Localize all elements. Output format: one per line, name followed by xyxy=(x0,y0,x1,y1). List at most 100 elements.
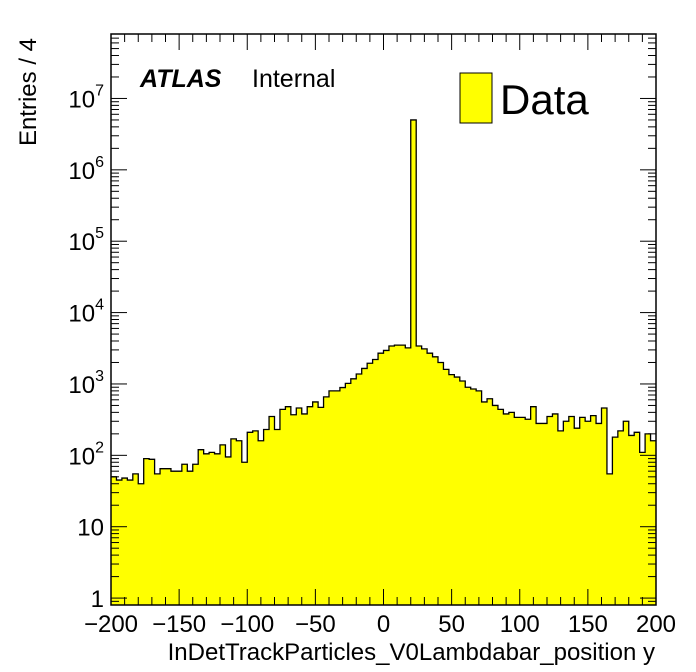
histogram-bin xyxy=(639,452,646,605)
histogram-bin xyxy=(530,406,537,605)
histogram-bin xyxy=(601,408,608,605)
histogram-bin xyxy=(279,409,286,605)
histogram-bin xyxy=(574,428,581,605)
histogram-bin xyxy=(432,356,439,605)
y-tick-label: 104 xyxy=(68,297,104,328)
histogram-bin xyxy=(416,346,423,605)
histogram-bin xyxy=(623,421,630,605)
x-tick-label: 150 xyxy=(568,611,608,638)
histogram-bin xyxy=(421,348,428,605)
x-tick-labels: −200 −150 −100 −50 0 50 100 150 200 xyxy=(84,611,676,638)
histogram-bin xyxy=(645,433,651,605)
x-tick-label: −100 xyxy=(220,611,274,638)
histogram-bars xyxy=(111,119,657,605)
y-tick-label: 107 xyxy=(68,82,104,113)
histogram-bin xyxy=(209,452,215,605)
histogram-bin xyxy=(274,429,281,605)
histogram-bin xyxy=(127,480,134,605)
histogram-bin xyxy=(176,471,183,605)
y-axis-label: Entries / 4 xyxy=(15,38,42,146)
y-tick-label: 106 xyxy=(68,154,104,185)
histogram-bin xyxy=(628,435,635,605)
histogram-bin xyxy=(203,453,210,605)
histogram-bin xyxy=(476,390,482,605)
histogram-bin xyxy=(192,464,199,605)
histogram-bin xyxy=(525,419,532,605)
histogram-bin xyxy=(454,377,461,605)
y-tick-label: 103 xyxy=(68,368,104,399)
histogram-bin xyxy=(258,440,264,605)
histogram-bin xyxy=(154,473,161,605)
histogram-bin xyxy=(111,476,117,605)
histogram-bin xyxy=(492,405,499,605)
histogram-bin xyxy=(634,432,641,605)
histogram-outline xyxy=(111,119,656,485)
histogram-bin xyxy=(514,417,521,605)
histogram-bin xyxy=(241,462,248,605)
x-tick-label: 50 xyxy=(438,611,465,638)
histogram-bin xyxy=(438,362,444,605)
histogram-bin xyxy=(427,353,433,605)
histogram-bin xyxy=(378,353,384,605)
histogram-bin xyxy=(547,416,553,605)
histogram-bin xyxy=(132,473,139,605)
histogram-bin xyxy=(247,432,254,605)
x-tick-label: 0 xyxy=(377,611,390,638)
x-tick-label: −150 xyxy=(152,611,206,638)
histogram-bin xyxy=(372,359,379,605)
axis-ticks xyxy=(110,33,657,606)
histogram-bin xyxy=(383,350,390,605)
histogram-bin xyxy=(345,383,352,605)
histogram-bin xyxy=(585,421,591,605)
x-tick-label: −50 xyxy=(295,611,336,638)
x-tick-label: 100 xyxy=(500,611,540,638)
y-tick-label: 102 xyxy=(68,439,104,470)
histogram-bin xyxy=(356,373,363,605)
histogram-bin xyxy=(269,416,275,605)
histogram-bin xyxy=(187,471,194,605)
histogram-bin xyxy=(143,458,150,605)
histogram-bin xyxy=(252,430,259,605)
histogram-bin xyxy=(236,440,243,605)
histogram-bin xyxy=(290,414,297,605)
y-tick-labels: 1 10 102 103 104 105 106 107 xyxy=(68,82,104,613)
histogram-bin xyxy=(448,374,455,605)
histogram-bin xyxy=(481,401,488,605)
histogram-bin xyxy=(497,409,504,605)
y-tick-label: 1 xyxy=(91,586,104,613)
histogram-bin xyxy=(568,416,575,605)
histogram-bin xyxy=(339,387,346,605)
histogram-bin xyxy=(394,345,401,605)
histogram-bin xyxy=(318,407,324,605)
atlas-label: ATLAS Internal xyxy=(139,65,335,93)
histogram-bin xyxy=(323,396,330,605)
histogram-bin xyxy=(557,430,564,605)
histogram-bin xyxy=(536,423,542,605)
legend: Data xyxy=(459,72,589,124)
histogram-bin xyxy=(443,369,450,605)
legend-entry-data: Data xyxy=(500,76,589,123)
histogram-bin xyxy=(220,444,226,605)
legend-swatch xyxy=(459,72,493,124)
histogram-bin xyxy=(138,483,145,605)
histogram-bin xyxy=(329,390,335,605)
histogram-bin xyxy=(361,368,368,605)
histogram-bin xyxy=(503,413,510,605)
histogram-bin xyxy=(410,119,417,605)
y-tick-label: 105 xyxy=(68,225,104,256)
histogram-bin xyxy=(399,345,406,605)
x-tick-label: −200 xyxy=(84,611,138,638)
histogram-bin xyxy=(606,473,613,605)
atlas-experiment-label: ATLAS xyxy=(139,65,222,93)
histogram-bin xyxy=(590,415,597,605)
histogram-bin xyxy=(552,413,559,605)
histogram-bin xyxy=(617,430,624,605)
histogram-bin xyxy=(121,478,128,605)
histogram-bin xyxy=(541,423,548,605)
histogram-bin xyxy=(487,398,493,605)
histogram-bin xyxy=(459,381,466,605)
histogram-bin xyxy=(470,388,477,605)
histogram-bin xyxy=(198,449,205,605)
histogram-bin xyxy=(350,378,357,605)
